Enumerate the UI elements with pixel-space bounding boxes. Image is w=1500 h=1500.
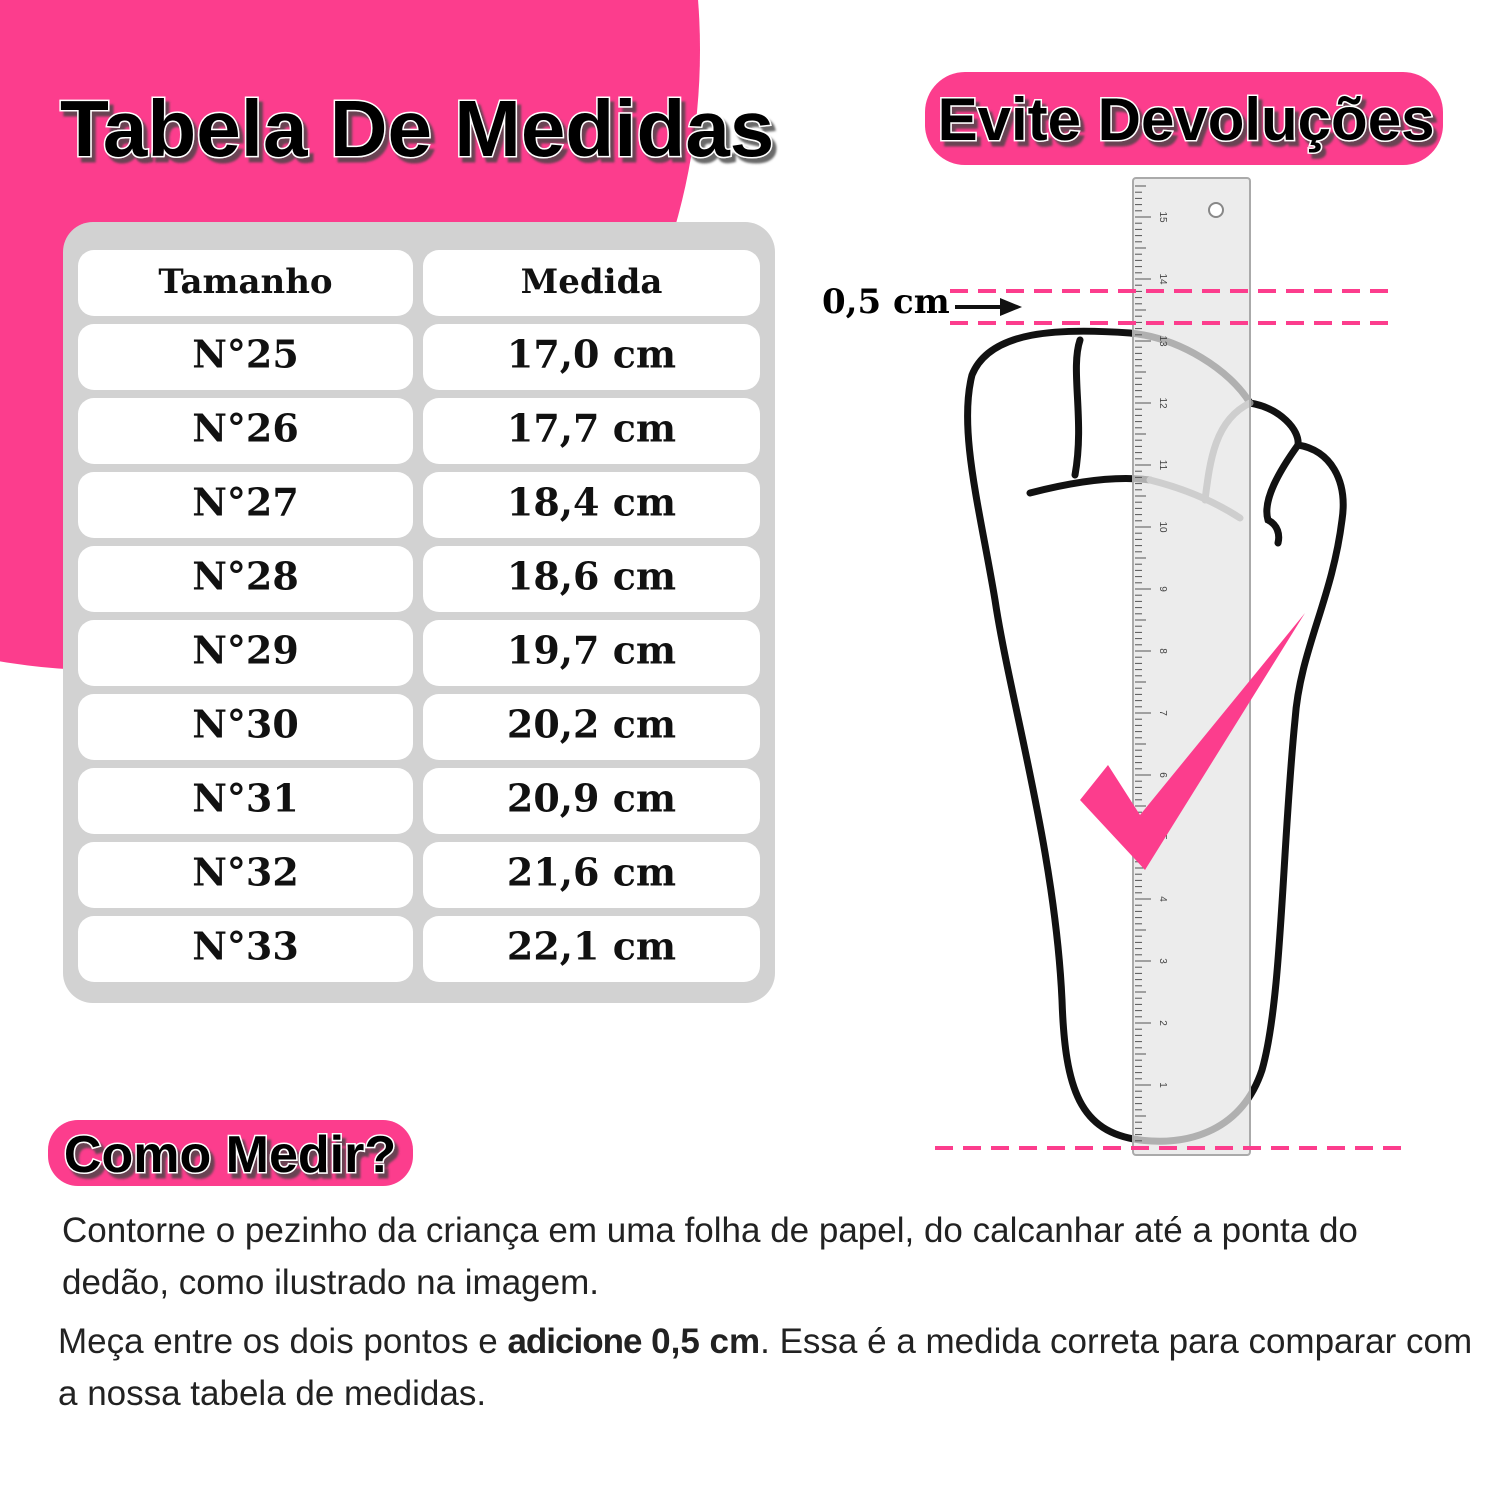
arrow-head bbox=[1000, 298, 1022, 316]
table-cell bbox=[78, 398, 413, 464]
cell-text: 18,6 cm bbox=[507, 554, 676, 599]
ruler-label: 8 bbox=[1157, 648, 1168, 654]
ruler-label: 15 bbox=[1157, 211, 1168, 223]
text: Meça entre os dois pontos e bbox=[58, 1322, 498, 1361]
ruler-label: 2 bbox=[1157, 1020, 1168, 1026]
table-cell bbox=[78, 324, 413, 390]
ruler-label: 14 bbox=[1157, 273, 1168, 285]
ruler-label: 1 bbox=[1157, 1082, 1168, 1088]
margin-label: 0,5 cm bbox=[822, 282, 950, 322]
table-cell bbox=[423, 620, 760, 686]
table-cell bbox=[78, 694, 413, 760]
table-cell bbox=[78, 472, 413, 538]
ruler-label: 10 bbox=[1157, 521, 1168, 533]
toe-line bbox=[1263, 441, 1302, 547]
bold-text: adicione bbox=[507, 1322, 642, 1361]
table-cell bbox=[423, 768, 760, 834]
cell-text: N°27 bbox=[192, 480, 299, 525]
table: Tamanho Medida N°25 17,0 cm N°26 17,7 cm N°27 1… bbox=[78, 250, 760, 982]
cell-text: N°33 bbox=[192, 924, 299, 969]
ruler-hole bbox=[1208, 202, 1224, 218]
table-cell bbox=[423, 546, 760, 612]
cell-text: N°31 bbox=[192, 776, 299, 821]
table-cell bbox=[423, 250, 760, 316]
ruler-label: 9 bbox=[1157, 586, 1168, 592]
ruler-label: 7 bbox=[1157, 710, 1168, 716]
cell-text: N°30 bbox=[192, 702, 299, 747]
ruler-label: 12 bbox=[1157, 397, 1168, 409]
column-header: Medida bbox=[521, 262, 663, 302]
cell-text: N°29 bbox=[192, 628, 299, 673]
table-cell bbox=[423, 916, 760, 982]
guides bbox=[935, 289, 1405, 1150]
text: . Essa é a medida correta para comparar … bbox=[58, 1322, 1473, 1413]
cell-text: 20,9 cm bbox=[507, 776, 676, 821]
paragraph: Contorne o pezinho da criança em uma fol… bbox=[62, 1211, 1358, 1302]
ruler-body bbox=[1132, 177, 1251, 1156]
badge-bg bbox=[925, 72, 1443, 165]
cell-text: 17,0 cm bbox=[507, 332, 676, 377]
table-cell bbox=[423, 324, 760, 390]
table-cell bbox=[423, 398, 760, 464]
table-cell bbox=[78, 842, 413, 908]
bold-text: 0,5 cm bbox=[651, 1322, 761, 1361]
cell-text: 22,1 cm bbox=[507, 924, 676, 969]
ruler: 123456789101112131415 bbox=[1132, 177, 1251, 1156]
table-cell bbox=[78, 546, 413, 612]
cell-text: 19,7 cm bbox=[507, 628, 676, 673]
cell-text: N°32 bbox=[192, 850, 299, 895]
cell-text: 20,2 cm bbox=[507, 702, 676, 747]
badge: Evite Devoluções bbox=[938, 86, 1435, 153]
cell-text: 17,7 cm bbox=[507, 406, 676, 451]
ruler-label: 11 bbox=[1157, 460, 1168, 471]
table-cell bbox=[423, 694, 760, 760]
cell-text: 21,6 cm bbox=[507, 850, 676, 895]
table-cell bbox=[423, 842, 760, 908]
table-cell bbox=[78, 620, 413, 686]
ruler-label: 13 bbox=[1157, 335, 1168, 347]
table-cell bbox=[78, 768, 413, 834]
table-cell bbox=[78, 916, 413, 982]
toe-line bbox=[1071, 336, 1084, 479]
ruler-label: 4 bbox=[1157, 896, 1168, 902]
cell-text: N°28 bbox=[192, 554, 299, 599]
paragraph: Meça entre os dois pontos e adicione 0,5… bbox=[58, 1316, 1478, 1420]
ruler-label: 6 bbox=[1157, 772, 1168, 778]
cell-text: 18,4 cm bbox=[507, 480, 676, 525]
table-cell bbox=[78, 250, 413, 316]
cell-text: N°26 bbox=[192, 406, 299, 451]
cell-text: N°25 bbox=[192, 332, 299, 377]
howto-title: Como Medir? bbox=[64, 1126, 396, 1184]
title: Tabela De Medidas bbox=[60, 84, 774, 173]
table-cell bbox=[423, 472, 760, 538]
column-header: Tamanho bbox=[158, 262, 332, 302]
howto-badge-bg bbox=[48, 1120, 413, 1186]
ruler-label: 3 bbox=[1157, 958, 1168, 964]
